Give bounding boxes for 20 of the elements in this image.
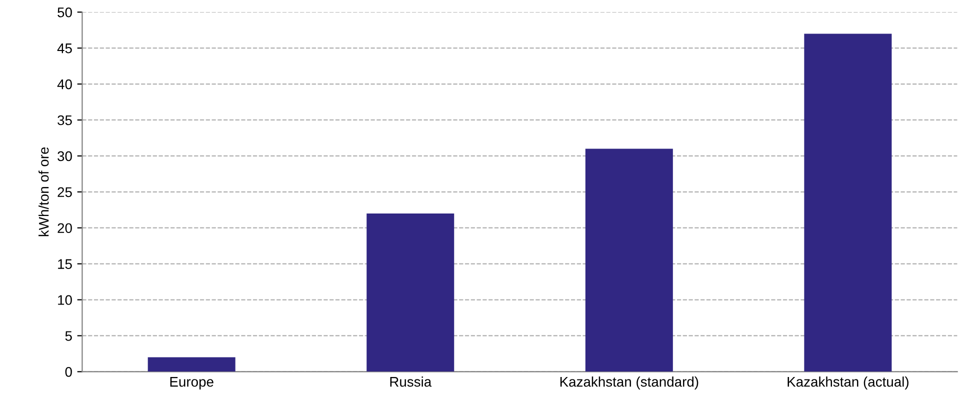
y-tick-label: 5 — [65, 331, 72, 341]
y-tick-label: 45 — [57, 44, 72, 54]
y-tick-label: 10 — [58, 295, 72, 305]
y-tick-label: 35 — [58, 115, 72, 126]
x-tick-label: Russia — [390, 376, 432, 387]
y-tick-label: 30 — [58, 151, 72, 162]
y-tick-label: 25 — [58, 187, 72, 198]
bar — [585, 148, 673, 372]
y-tick-label: 0 — [65, 367, 72, 377]
x-tick-label: Kazakhstan (actual) — [788, 376, 908, 390]
bar — [148, 357, 236, 372]
bar — [804, 34, 892, 372]
bar — [366, 213, 454, 372]
x-tick-label: Europe — [170, 377, 214, 390]
x-tick-label: Kazakhstan (standard) — [560, 376, 698, 390]
y-tick-label: 15 — [58, 259, 72, 269]
y-axis-title: kWh/ton of ore — [38, 147, 49, 236]
y-tick-label: 20 — [58, 223, 72, 234]
y-tick-label: 50 — [58, 7, 72, 18]
y-tick-label: 40 — [57, 79, 72, 90]
